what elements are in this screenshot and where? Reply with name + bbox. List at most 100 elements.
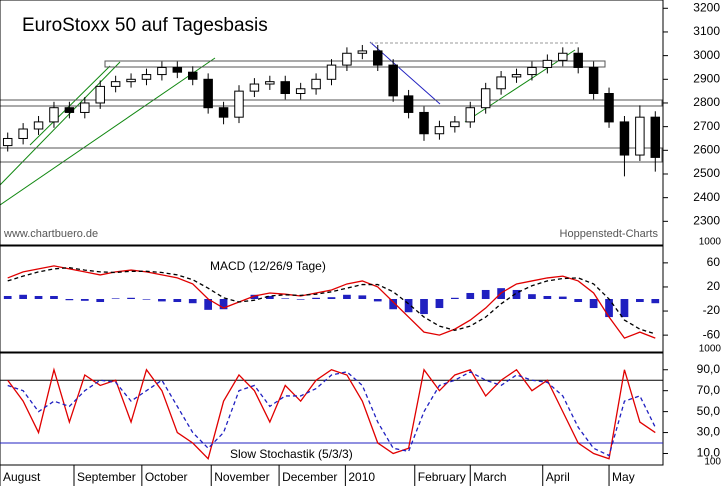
candle-body: [604, 93, 614, 123]
zone-box: [104, 60, 606, 68]
y-tick-label: 2400: [693, 190, 720, 204]
candle-body: [419, 111, 429, 135]
histogram-bar: [620, 299, 629, 318]
y-tick-label: 2300: [693, 214, 720, 228]
x-tick-label: November: [214, 470, 269, 484]
candle-body: [110, 81, 121, 87]
panel-title: MACD (12/26/9 Tage): [210, 259, 326, 273]
candle-body: [172, 66, 183, 73]
candle-body: [295, 88, 306, 95]
candle-body: [234, 90, 244, 118]
candle-body: [403, 95, 414, 113]
y-tick-label: 2500: [693, 166, 720, 180]
candle-body: [558, 52, 568, 61]
histogram-bar: [204, 299, 213, 310]
y-tick-label: 3000: [693, 48, 720, 62]
candle-body: [326, 64, 337, 80]
x-tick-label: February: [418, 470, 466, 484]
histogram-bar: [404, 299, 413, 313]
scale-note: 1000: [699, 344, 722, 355]
y-tick-label: 2800: [693, 95, 720, 109]
y-tick-label: 3100: [693, 24, 720, 38]
candle-body: [80, 102, 90, 113]
histogram-bar: [512, 289, 521, 299]
candle-body: [588, 66, 599, 95]
histogram-bar: [219, 299, 228, 310]
histogram-bar: [142, 299, 151, 300]
candle-body: [33, 121, 44, 130]
candle-body: [434, 126, 445, 135]
candle-body: [650, 116, 661, 158]
histogram-bar: [589, 299, 598, 309]
y-tick-label: 20: [707, 279, 721, 293]
histogram-bar: [343, 294, 351, 299]
histogram-bar: [265, 295, 274, 299]
annotation: Hoppenstedt-Charts: [560, 228, 659, 240]
x-tick-label: August: [3, 470, 41, 484]
x-tick-label: 2010: [348, 470, 375, 484]
macd-line: [7, 265, 656, 339]
candle-body: [187, 71, 198, 80]
panel-title: Slow Stochastik (5/3/3): [230, 447, 353, 461]
histogram-bar: [481, 289, 490, 299]
y-tick-label: 30,0: [697, 425, 721, 439]
histogram-bar: [173, 299, 182, 303]
zone-box: [0, 147, 663, 163]
candle-body: [218, 107, 229, 118]
candle-body: [511, 74, 522, 78]
y-tick-label: -20: [703, 303, 721, 317]
histogram-bar: [636, 299, 644, 303]
y-tick-label: 90,0: [697, 362, 721, 376]
candle-body: [635, 116, 645, 156]
x-tick-label: March: [473, 470, 506, 484]
candle-body: [388, 64, 398, 97]
histogram-bar: [111, 298, 120, 299]
candle-body: [49, 107, 59, 123]
histogram-bar: [50, 295, 58, 299]
candle-body: [480, 88, 491, 109]
candle-body: [157, 66, 167, 76]
histogram-bar: [127, 297, 135, 299]
candle-body: [203, 78, 213, 109]
histogram-bar: [312, 297, 320, 299]
y-tick-label: 10,0: [697, 446, 721, 460]
d-line: [7, 371, 656, 457]
histogram-bar: [296, 299, 305, 300]
annotation: www.chartbuero.de: [3, 228, 98, 240]
trendlines: [0, 41, 663, 206]
x-tick-label: December: [282, 470, 337, 484]
candle-body: [126, 78, 136, 83]
histogram-bar: [250, 294, 259, 299]
histogram-bar: [574, 299, 583, 303]
scale-note: 100: [704, 457, 721, 468]
histogram-bar: [34, 295, 43, 299]
histogram-bar: [327, 297, 336, 299]
y-tick-label: 3200: [693, 0, 720, 14]
histogram-bar: [65, 299, 74, 301]
histogram-bar: [389, 299, 398, 310]
histogram-bar: [558, 296, 567, 299]
histogram-bar: [358, 295, 367, 299]
histogram-bar: [80, 299, 89, 301]
candle-body: [64, 107, 75, 113]
trendline: [464, 49, 576, 123]
y-tick-label: 50,0: [697, 404, 721, 418]
y-tick-label: 2900: [693, 71, 720, 85]
histogram-bar: [3, 295, 12, 299]
candle-body: [2, 137, 13, 147]
histogram-bar: [373, 299, 382, 302]
candle-body: [496, 76, 506, 90]
candle-body: [311, 78, 321, 90]
histogram-bar: [420, 299, 428, 315]
signal-line: [7, 267, 656, 335]
candle-body: [619, 121, 630, 156]
candle-body: [527, 66, 537, 76]
zone-box: [0, 99, 663, 107]
histogram-bar: [528, 294, 536, 299]
histogram-bar: [435, 299, 444, 309]
candle-body: [280, 81, 290, 95]
candle-body: [141, 74, 152, 80]
candle-body: [249, 83, 260, 92]
